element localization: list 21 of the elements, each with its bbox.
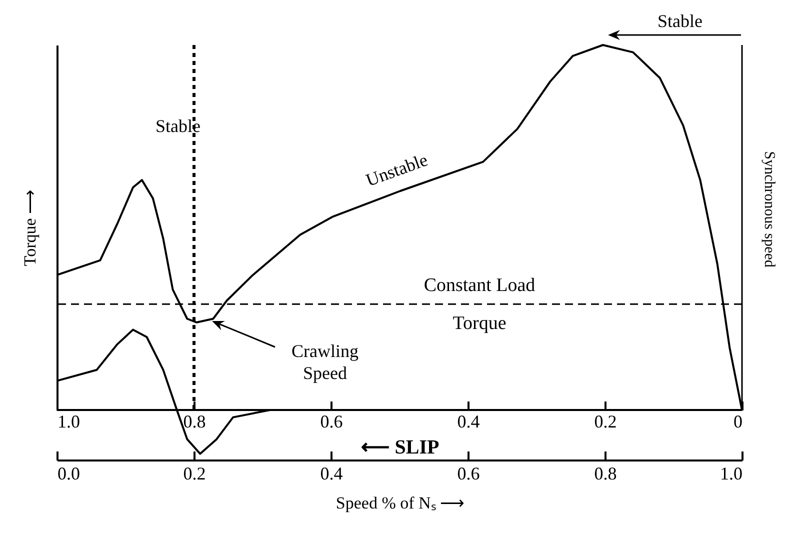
x-tick-label: 0.8: [594, 464, 617, 484]
y-axis-title: Torque ⟶: [20, 190, 40, 266]
annotation: Crawling Speed: [292, 341, 358, 383]
x2-tick-label: 0.2: [594, 412, 617, 432]
text: Stable: [658, 11, 702, 31]
x2-tick-label: 0.4: [457, 412, 480, 432]
x-tick-label: 0.4: [320, 464, 343, 484]
annotation: Stable: [155, 116, 200, 136]
x2-tick-label: 0.6: [320, 412, 343, 432]
x2-axis-title: ⟵ SLIP: [360, 436, 440, 458]
x2-tick-label: 1.0: [58, 412, 80, 432]
ref-line-label: Constant Load Torque: [424, 275, 536, 334]
x-tick-label: 0.2: [183, 464, 206, 484]
x-tick-label: 0.6: [457, 464, 480, 484]
x-tick-label: 0.0: [58, 464, 80, 484]
x2-tick-label: 0: [734, 412, 742, 432]
annotation: Unstable: [363, 150, 430, 190]
x-axis-title: Speed % of Nₛ ⟶: [336, 494, 464, 512]
x2-tick-label: 0.8: [183, 412, 206, 432]
ref-line-label: Synchronous speed: [761, 151, 777, 268]
x-tick-label: 1.0: [720, 464, 742, 484]
